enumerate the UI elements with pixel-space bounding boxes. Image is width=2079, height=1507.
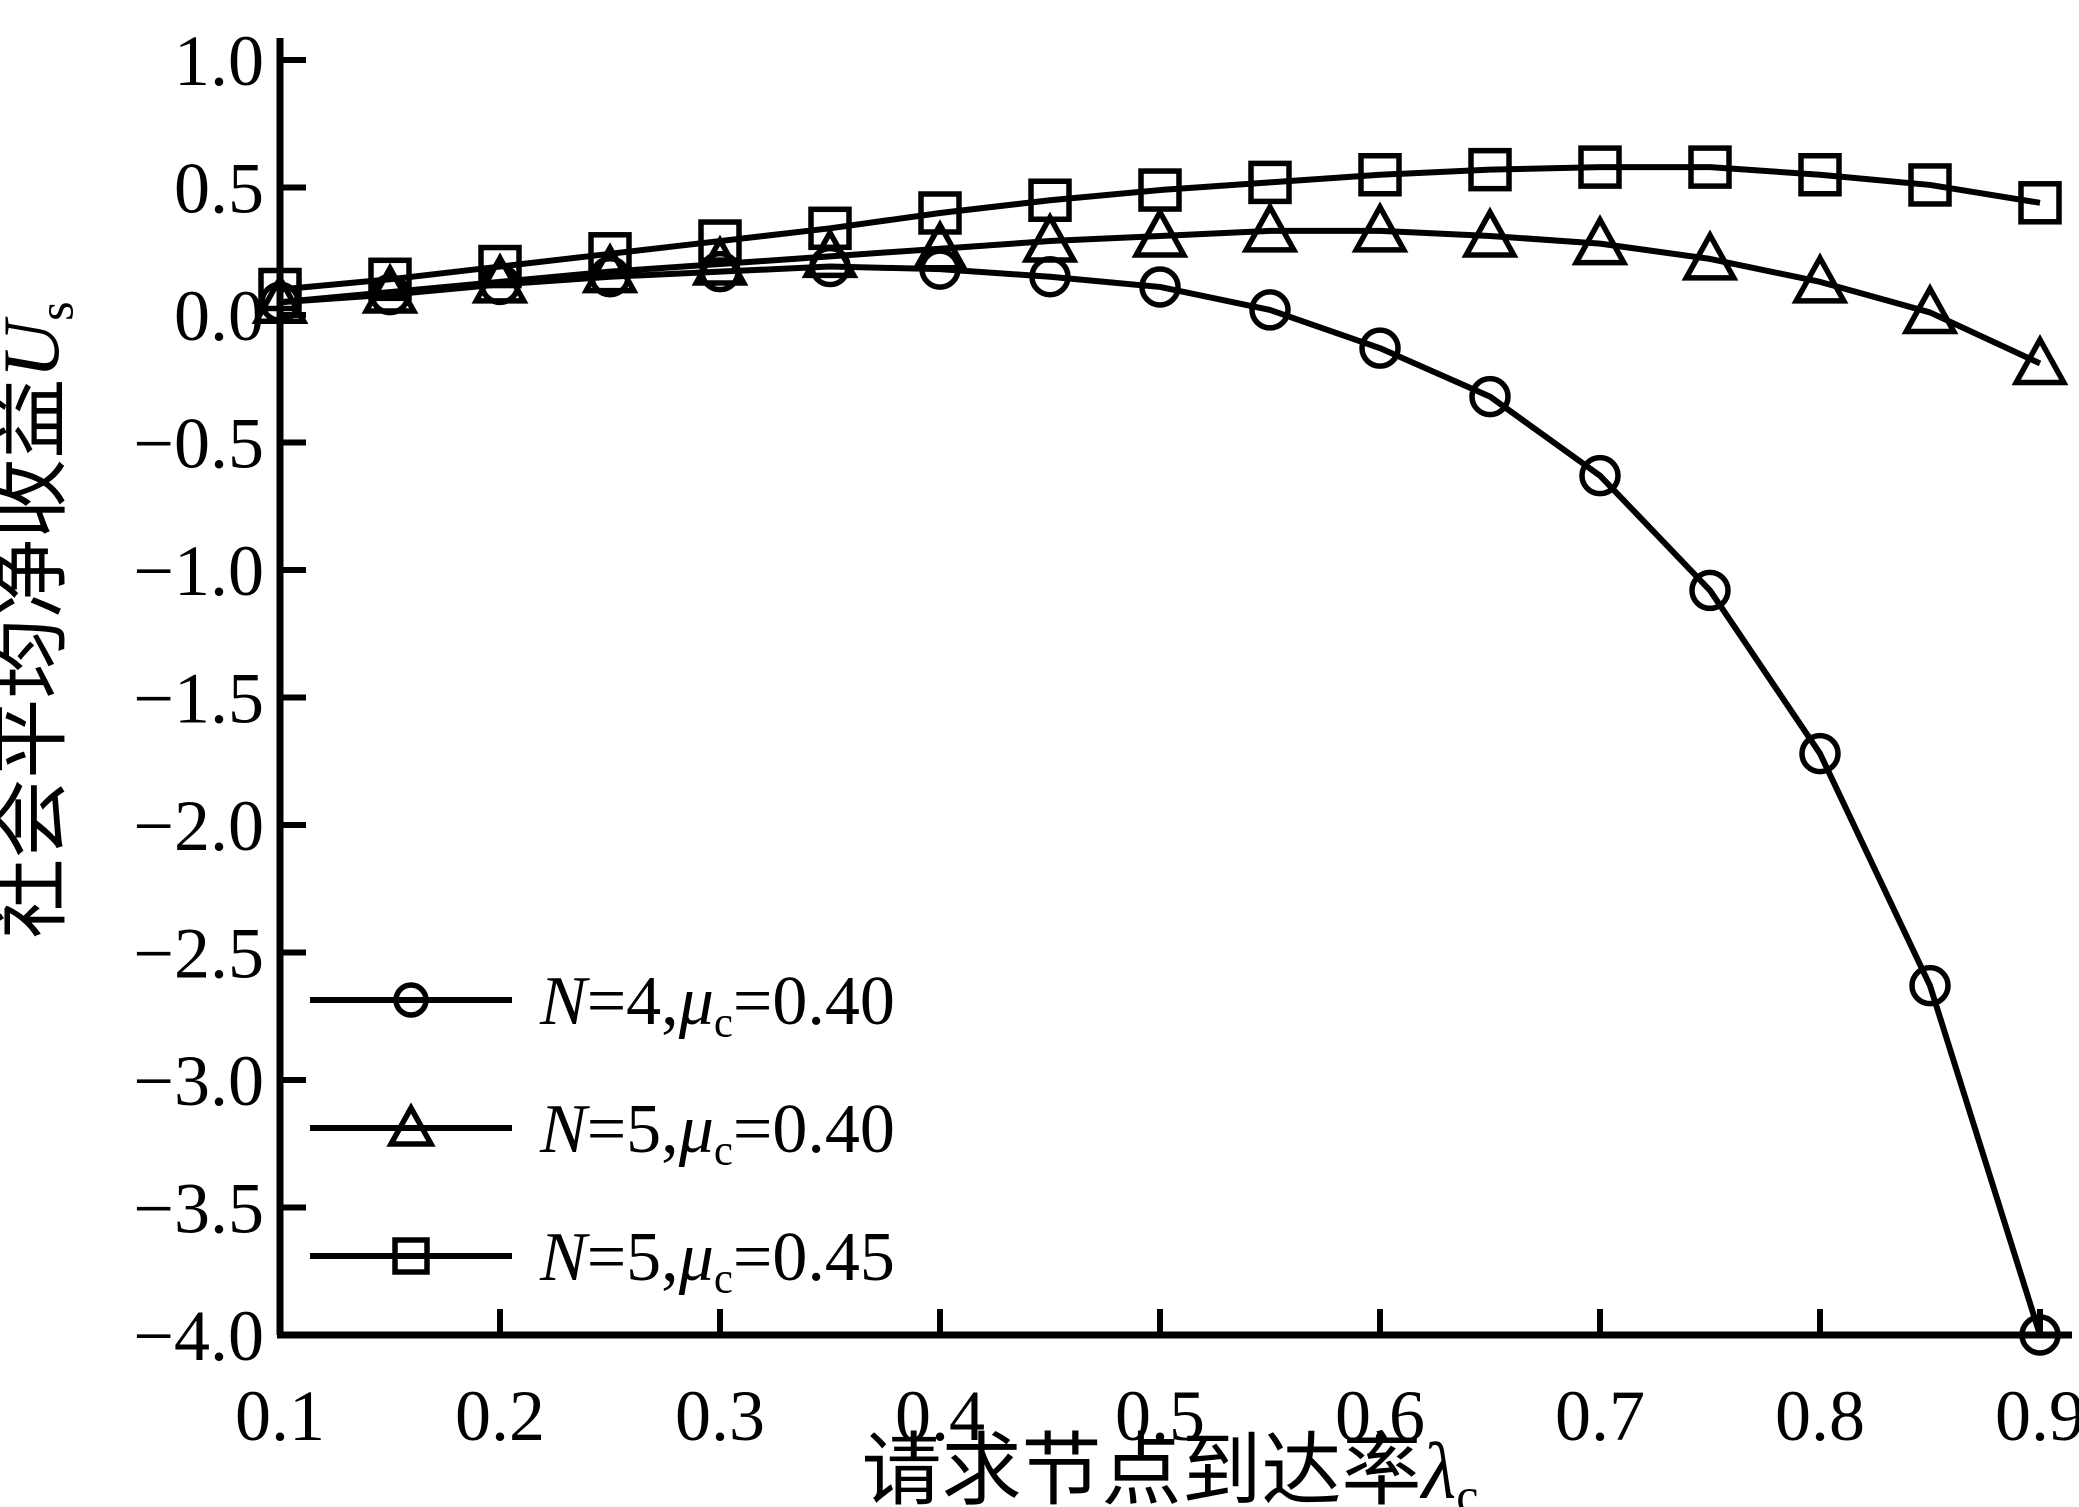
y-tick-label: −1.5 [133, 659, 264, 739]
data-point-square [1248, 160, 1292, 205]
data-point-circle [1909, 964, 1951, 1007]
x-axis-label: 请求节点到达率λc [862, 1428, 1479, 1507]
data-point-square [478, 244, 522, 289]
data-point-triangle [1461, 206, 1519, 258]
x-tick-label: 0.4 [895, 1376, 985, 1456]
data-point-triangle [1021, 211, 1079, 263]
data-point-triangle [1241, 201, 1299, 253]
data-point-square [258, 267, 302, 312]
data-point-triangle [361, 262, 419, 314]
x-tick-label: 0.6 [1335, 1376, 1425, 1456]
data-point-triangle [1571, 214, 1629, 266]
legend-item-label: N=5,μc=0.40 [539, 1091, 895, 1175]
series-line [279, 263, 2043, 1336]
data-point-square [588, 232, 632, 276]
data-point-circle [1359, 327, 1401, 369]
data-point-circle [1799, 732, 1841, 775]
x-tick-label: 0.3 [675, 1376, 765, 1456]
data-point-square [1138, 168, 1182, 212]
y-tick-label: 0.5 [174, 149, 264, 229]
data-point-square [1358, 153, 1402, 197]
data-point-circle [1689, 569, 1731, 612]
y-tick-label: 0.0 [174, 276, 264, 356]
data-point-circle [1469, 375, 1511, 418]
data-point-circle [1139, 266, 1181, 308]
x-tick-label: 0.2 [455, 1376, 545, 1456]
data-point-triangle [1681, 229, 1739, 281]
legend: N=4,μc=0.40 N=5,μc=0.40 N=5,μc=0.45 [310, 963, 895, 1303]
data-point-square [1688, 145, 1732, 189]
x-tick-label: 0.5 [1115, 1376, 1205, 1456]
data-point-triangle [911, 219, 969, 271]
data-point-square [2018, 181, 2062, 225]
series-square [258, 145, 2062, 312]
y-tick-label: −2.5 [133, 914, 264, 994]
y-tick-label: −2.0 [133, 786, 264, 866]
data-point-triangle [471, 252, 529, 304]
x-tick-label: 0.8 [1775, 1376, 1865, 1456]
data-point-square [1908, 163, 1952, 207]
data-point-square [368, 257, 412, 302]
data-point-triangle [1351, 201, 1409, 253]
data-point-triangle [2011, 334, 2069, 386]
legend-item-label: N=4,μc=0.40 [539, 963, 895, 1047]
data-point-circle [2019, 1314, 2061, 1356]
x-tick-label: 0.9 [1995, 1376, 2079, 1456]
y-axis-label: 社会平均净收益Us [0, 301, 83, 938]
y-tick-label: −1.0 [133, 531, 264, 611]
x-tick-label: 0.1 [235, 1376, 325, 1456]
y-tick-label: 1.0 [174, 21, 264, 101]
data-point-square [1468, 147, 1512, 192]
legend-item: N=5,μc=0.40 [310, 1091, 895, 1175]
data-point-square [1028, 178, 1072, 222]
series-triangle [251, 201, 2069, 386]
series-line [279, 164, 2041, 293]
data-point-triangle [1901, 283, 1959, 335]
data-point-circle [1579, 454, 1621, 497]
legend-marker-square [392, 1237, 430, 1275]
legend-marker-triangle [386, 1102, 436, 1147]
data-point-triangle [1791, 252, 1849, 304]
legend-item: N=4,μc=0.40 [310, 963, 895, 1047]
data-point-triangle [581, 242, 639, 294]
data-point-square [1578, 145, 1622, 189]
data-point-triangle [1131, 206, 1189, 258]
data-point-triangle [801, 226, 859, 279]
y-tick-label: −4.0 [133, 1296, 264, 1376]
x-tick-label: 0.7 [1555, 1376, 1645, 1456]
series-circle [259, 245, 2061, 1356]
data-point-square [918, 191, 962, 235]
data-point-square [808, 206, 852, 251]
legend-item: N=5,μc=0.45 [310, 1219, 895, 1303]
data-point-circle [1249, 289, 1291, 331]
y-tick-label: −3.5 [133, 1169, 264, 1249]
series-line [279, 227, 2042, 367]
data-point-triangle [251, 272, 309, 324]
y-tick-label: −0.5 [133, 404, 264, 484]
y-tick-label: −3.0 [133, 1041, 264, 1121]
data-point-square [1798, 153, 1842, 197]
data-point-square [698, 219, 742, 263]
legend-item-label: N=5,μc=0.45 [539, 1219, 895, 1303]
legend-marker-circle [393, 982, 429, 1018]
